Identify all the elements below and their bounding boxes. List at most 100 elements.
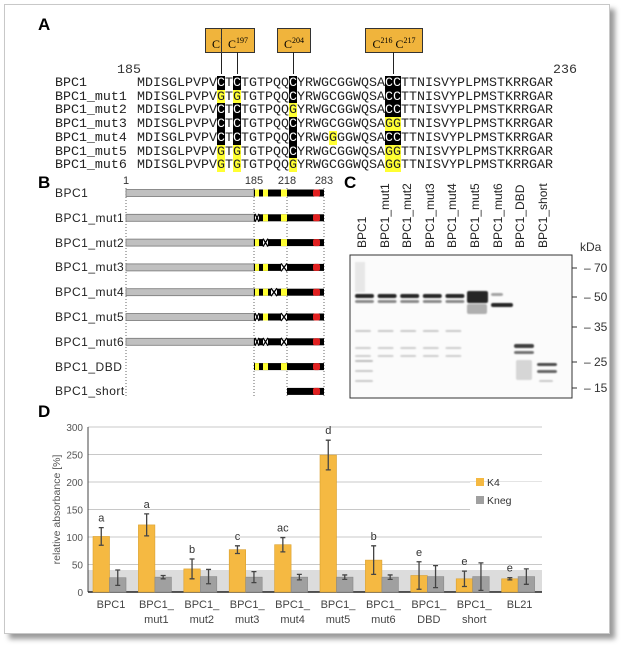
protein-band <box>491 303 513 307</box>
category-label-line: BPC1 <box>96 599 126 611</box>
cysteine-site <box>263 313 268 321</box>
nls-motif <box>313 338 320 346</box>
sequence: MDISGLPVPVCTCTGTPQQGYRWGCGGWQSACCTTNISVY… <box>137 102 553 118</box>
residue: Q <box>281 116 289 132</box>
category-label: BPC1_ mut3 <box>224 598 270 628</box>
residue: W <box>353 88 361 104</box>
residue: I <box>153 157 161 173</box>
gel-frame <box>349 254 573 399</box>
residue: D <box>145 75 153 90</box>
residue: W <box>353 129 361 145</box>
k4-bar <box>319 454 337 593</box>
residue: T <box>241 88 249 104</box>
residue: Q <box>281 129 289 145</box>
residue: I <box>153 75 161 90</box>
residue: C <box>385 75 393 90</box>
mutation-cross-icon <box>270 287 278 297</box>
residue: Q <box>273 88 281 104</box>
significance-letter: a <box>98 513 105 525</box>
residue: P <box>201 157 209 173</box>
residue: T <box>257 116 265 132</box>
cysteine-letter: C <box>283 37 292 51</box>
residue: L <box>465 88 473 104</box>
cysteine-letter: C <box>211 37 220 51</box>
protein-band <box>355 355 371 357</box>
residue: Q <box>273 129 281 145</box>
cysteine-site <box>255 189 259 197</box>
residue: I <box>153 143 161 159</box>
c-terminal-region <box>287 189 324 197</box>
protein-band <box>400 347 417 349</box>
residue: T <box>225 75 233 90</box>
residue: Y <box>297 129 305 145</box>
cysteine-domain <box>254 288 287 296</box>
cysteine-site <box>263 363 268 371</box>
residue: W <box>313 157 321 173</box>
residue: G <box>233 143 241 159</box>
residue: C <box>329 102 337 118</box>
residue: P <box>185 116 193 132</box>
k4-bar <box>228 549 246 593</box>
residue: G <box>169 143 177 159</box>
mutation-cross-icon <box>280 337 288 347</box>
protein-band <box>400 330 417 332</box>
residue: Y <box>449 75 457 90</box>
category-label: BPC1 <box>88 598 134 613</box>
residue: G <box>337 116 345 132</box>
residue: T <box>257 102 265 118</box>
residue: D <box>145 102 153 118</box>
category-label: BPC1_ short <box>451 598 497 628</box>
residue: Q <box>361 102 369 118</box>
residue: I <box>153 88 161 104</box>
residue: S <box>161 157 169 173</box>
residue: I <box>425 157 433 173</box>
residue: T <box>497 102 505 118</box>
error-bar <box>115 569 121 587</box>
residue: W <box>353 143 361 159</box>
residue: C <box>289 88 297 104</box>
residue: P <box>473 75 481 90</box>
residue: P <box>185 88 193 104</box>
protein-band <box>467 304 487 314</box>
residue: T <box>497 116 505 132</box>
cysteine-site <box>281 239 287 247</box>
residue: C <box>385 129 393 145</box>
mutation-cross-icon <box>254 213 260 223</box>
residue: V <box>441 143 449 159</box>
residue: R <box>513 116 521 132</box>
residue: P <box>185 129 193 145</box>
sequence: MDISGLPVPVGTGTGTPQQGYRWGCGGWQSAGGTTNISVY… <box>137 157 553 172</box>
cysteine-domain <box>254 363 287 371</box>
residue: Q <box>361 116 369 132</box>
residue: G <box>249 75 257 90</box>
legend-swatch <box>476 478 484 486</box>
residue: R <box>513 129 521 145</box>
protein-band <box>422 330 439 332</box>
residue: V <box>209 116 217 132</box>
residue: T <box>241 157 249 173</box>
connector-line <box>293 52 294 74</box>
residue: R <box>521 116 529 132</box>
error-bar <box>461 570 467 588</box>
residue: G <box>169 116 177 132</box>
residue: R <box>521 88 529 104</box>
residue: Y <box>297 157 305 173</box>
residue: V <box>193 75 201 90</box>
residue: G <box>329 129 337 145</box>
residue: G <box>217 143 225 159</box>
category-label-line: BPC1_ <box>365 599 401 611</box>
cysteine-domain <box>254 338 287 346</box>
cysteine-site <box>255 263 259 271</box>
category-label: BPC1_ mut2 <box>179 598 225 628</box>
residue: G <box>169 157 177 173</box>
residue: L <box>465 102 473 118</box>
residue: P <box>201 143 209 159</box>
residue: P <box>265 102 273 118</box>
protein-band <box>355 370 373 372</box>
residue: L <box>177 75 185 90</box>
residue: G <box>321 102 329 118</box>
residue: W <box>353 102 361 118</box>
cysteine-site <box>281 189 287 197</box>
residue: R <box>305 143 313 159</box>
error-bar <box>280 536 286 553</box>
